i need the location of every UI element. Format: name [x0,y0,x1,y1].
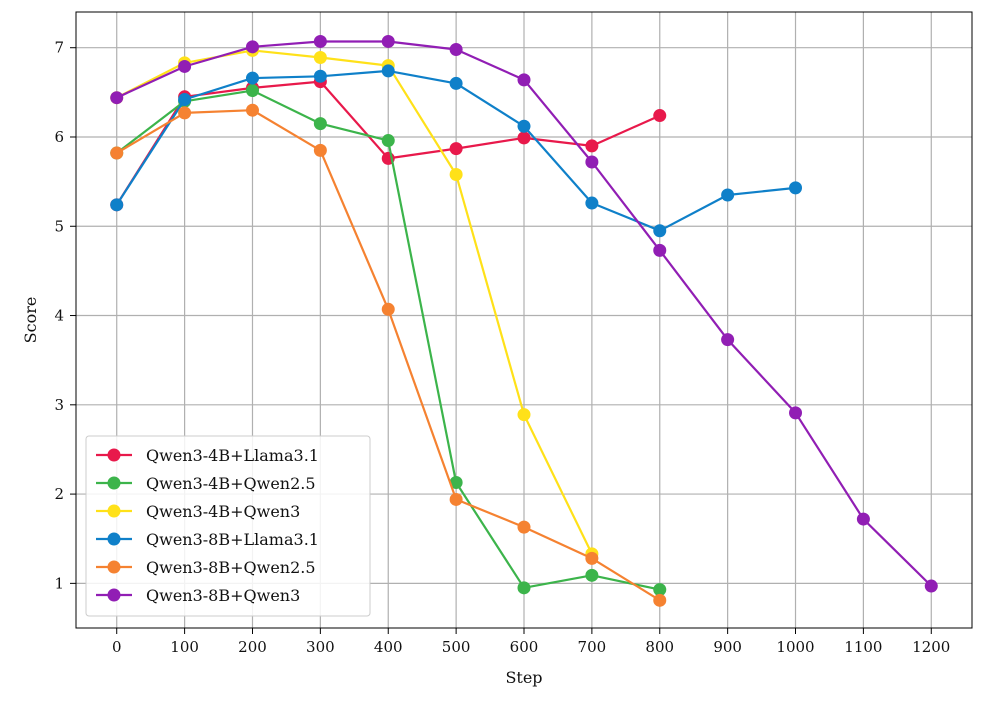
series-Qwen3-8B+Qwen3 [110,34,938,593]
x-tick-label: 1100 [844,638,882,656]
y-axis-label: Score [21,297,40,344]
series-line [116,49,593,555]
data-point [585,139,599,153]
y-tick-label: 6 [54,128,64,146]
data-point [110,198,124,212]
data-point [381,34,395,48]
legend-marker [107,476,121,490]
data-point [721,188,735,202]
data-point [789,406,803,420]
data-point [653,109,667,123]
series-Qwen3-8B+Qwen2.5 [110,103,667,607]
data-point [653,224,667,238]
x-tick-label: 300 [306,638,335,656]
y-tick-label: 2 [54,485,64,503]
data-point [585,155,599,169]
data-point [313,34,327,48]
data-point [585,568,599,582]
legend-label: Qwen3-8B+Qwen3 [146,586,300,605]
data-point [449,475,463,489]
x-tick-label: 1000 [776,638,814,656]
legend-marker [107,560,121,574]
data-point [517,581,531,595]
data-point [313,51,327,65]
data-point [245,71,259,85]
data-point [313,69,327,83]
data-point [517,408,531,422]
x-tick-label: 900 [713,638,742,656]
x-tick-label: 0 [112,638,122,656]
data-point [110,91,124,105]
axis-ticks: 0 100 200 300 400 500 600 700 800 900 1000 1100 1200… [54,39,950,656]
data-point [245,84,259,98]
data-point [381,64,395,78]
legend-label: Qwen3-8B+Llama3.1 [146,530,319,549]
data-point [789,181,803,195]
y-tick-label: 1 [54,574,64,592]
x-tick-label: 800 [645,638,674,656]
data-point [178,106,192,120]
data-point [178,59,192,73]
x-tick-label: 500 [442,638,471,656]
x-axis-label: Step [505,668,542,687]
data-point [178,92,192,106]
legend-label: Qwen3-4B+Qwen2.5 [146,474,316,493]
legend-marker [107,504,121,518]
legend-item: Qwen3-8B+Qwen3 [96,586,300,605]
data-point [517,73,531,87]
data-point [585,551,599,565]
legend-item: Qwen3-4B+Llama3.1 [96,446,319,465]
legend-item: Qwen3-8B+Qwen2.5 [96,558,316,577]
legend-item: Qwen3-4B+Qwen2.5 [96,474,316,493]
data-point [924,579,938,593]
y-tick-label: 7 [54,39,64,57]
data-point [313,143,327,157]
data-point [449,42,463,56]
data-point [313,117,327,131]
legend-item: Qwen3-8B+Llama3.1 [96,530,319,549]
x-tick-label: 400 [374,638,403,656]
data-point [517,520,531,534]
data-point [517,119,531,133]
x-tick-label: 200 [238,638,267,656]
legend-item: Qwen3-4B+Qwen3 [96,502,300,521]
x-tick-label: 600 [510,638,539,656]
y-tick-label: 3 [54,396,64,414]
data-point [856,512,870,526]
legend-marker [107,448,121,462]
data-point [449,76,463,90]
data-point [585,196,599,210]
data-point [381,134,395,148]
y-tick-label: 5 [54,217,64,235]
legend: Qwen3-4B+Llama3.1 Qwen3-4B+Qwen2.5 Qwen3-4… [85,435,371,617]
x-tick-label: 1200 [912,638,950,656]
data-point [653,243,667,257]
y-tick-label: 4 [54,307,64,325]
legend-box [85,435,371,617]
data-point [653,593,667,607]
data-point [721,333,735,347]
legend-label: Qwen3-4B+Llama3.1 [146,446,319,465]
legend-label: Qwen3-4B+Qwen3 [146,502,300,521]
data-point [653,583,667,597]
legend-label: Qwen3-8B+Qwen2.5 [146,558,316,577]
data-point [449,142,463,156]
legend-marker [107,532,121,546]
series-Qwen3-8B+Llama3.1 [110,64,803,238]
legend-marker [107,588,121,602]
x-tick-label: 100 [170,638,199,656]
x-tick-label: 700 [578,638,607,656]
data-point [245,40,259,54]
data-point [245,103,259,117]
data-point [381,302,395,316]
data-point [517,131,531,145]
data-point [449,492,463,506]
data-point [110,146,124,160]
data-point [449,167,463,181]
series-lines [110,34,938,607]
